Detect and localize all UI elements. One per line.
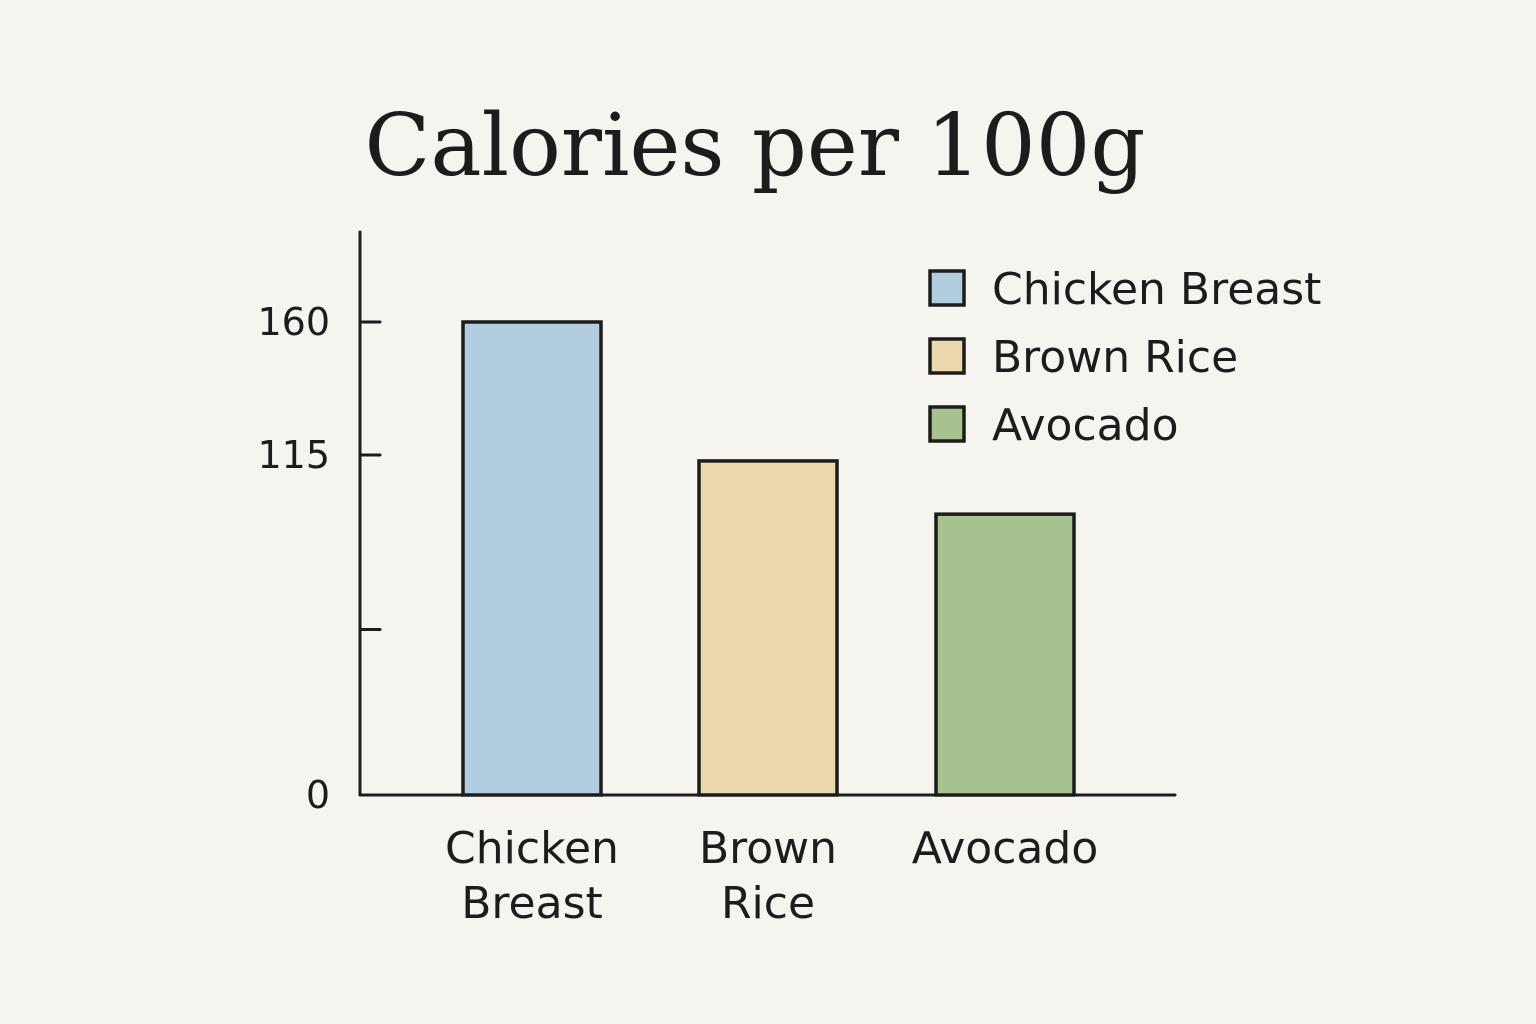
bars <box>461 320 1076 797</box>
legend-swatch <box>928 269 966 307</box>
chart-title: Calories per 100g <box>365 96 1146 196</box>
bar <box>934 512 1076 797</box>
legend-swatch <box>928 337 966 375</box>
y-axis-ticks: 0 115 160 <box>257 300 382 817</box>
y-tick-label: 160 <box>257 300 330 344</box>
bar <box>697 459 839 797</box>
legend-swatch <box>928 405 966 443</box>
x-axis-labels: Chicken Breast Brown Rice Avocado <box>445 823 1098 929</box>
legend-label: Brown Rice <box>992 332 1238 383</box>
legend-label: Chicken Breast <box>992 264 1321 315</box>
bar <box>461 320 603 797</box>
x-tick-label: Chicken Breast <box>445 823 619 929</box>
legend: Chicken Breast Brown Rice Avocado <box>928 264 1321 451</box>
y-tick-label: 0 <box>306 773 330 817</box>
x-tick-label: Brown Rice <box>699 823 837 929</box>
x-tick-label: Avocado <box>912 823 1098 874</box>
y-tick-label: 115 <box>257 433 330 477</box>
legend-label: Avocado <box>992 400 1178 451</box>
